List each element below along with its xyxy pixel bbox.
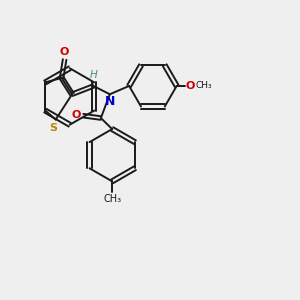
Text: O: O [71, 110, 81, 120]
Text: CH₃: CH₃ [103, 194, 121, 203]
Text: S: S [49, 122, 57, 133]
Text: H: H [90, 70, 98, 80]
Text: O: O [186, 81, 195, 91]
Text: O: O [60, 47, 69, 57]
Text: CH₃: CH₃ [195, 81, 212, 90]
Text: N: N [105, 95, 115, 109]
